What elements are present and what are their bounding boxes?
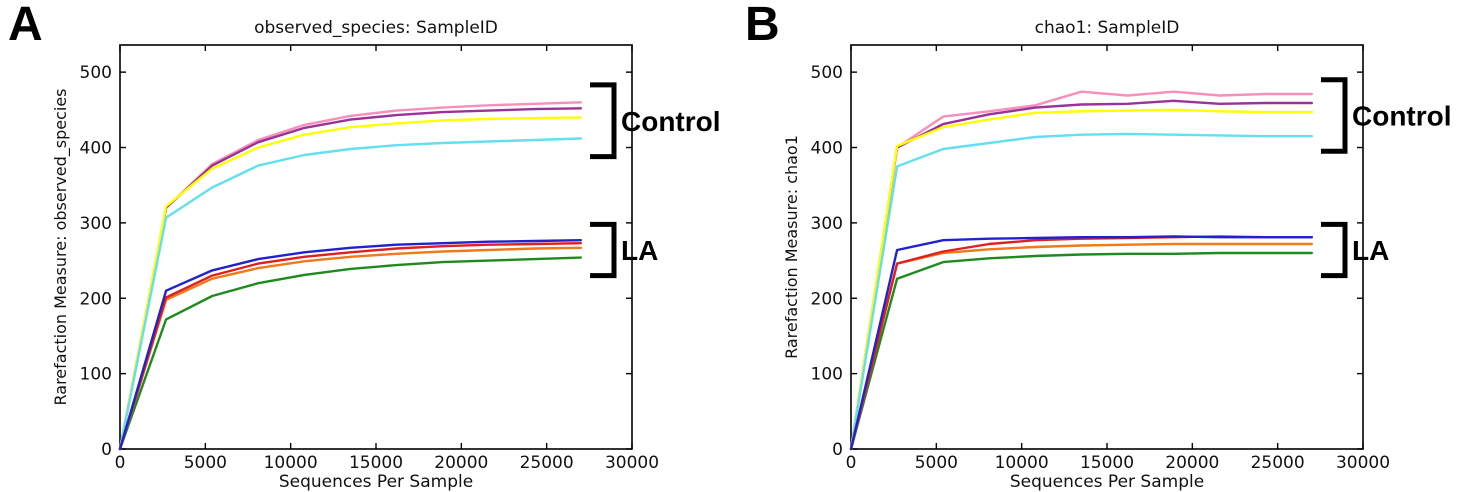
group-bracket-la xyxy=(590,221,617,279)
x-tick-label: 20000 xyxy=(434,453,488,473)
x-tick-label: 15000 xyxy=(349,453,403,473)
series-line-control-cyan xyxy=(849,132,1313,451)
panel-letter-b: B xyxy=(745,0,780,51)
group-label-control: Control xyxy=(1352,101,1452,132)
series-line-control-purple xyxy=(118,107,582,451)
x-tick-label: 0 xyxy=(115,453,126,473)
x-tick-label: 5000 xyxy=(184,453,227,473)
series-line-control-cyan xyxy=(118,137,582,451)
group-bracket-control xyxy=(590,82,617,160)
y-axis-label: Rarefaction Measure: observed_species xyxy=(51,88,71,405)
y-tick-label: 0 xyxy=(832,440,843,460)
x-tick-label: 20000 xyxy=(1165,453,1219,473)
series-line-la-green xyxy=(118,256,582,451)
plot-title: chao1: SampleID xyxy=(1035,18,1180,38)
y-tick-label: 400 xyxy=(80,139,112,159)
series-line-la-red xyxy=(118,241,582,451)
x-tick-label: 30000 xyxy=(1336,453,1390,473)
y-tick-label: 0 xyxy=(101,440,112,460)
x-tick-label: 0 xyxy=(846,453,857,473)
group-bracket-la xyxy=(1321,221,1348,279)
x-tick-label: 10000 xyxy=(264,453,318,473)
y-tick-label: 100 xyxy=(80,365,112,385)
y-tick-label: 400 xyxy=(811,139,843,159)
x-tick-label: 30000 xyxy=(605,453,659,473)
group-label-la: LA xyxy=(621,235,658,266)
y-tick-label: 500 xyxy=(811,63,843,83)
series-line-la-green xyxy=(849,251,1313,451)
y-tick-label: 300 xyxy=(80,214,112,234)
panel-b: B 0 5000 10000 15000 20000 25000 30000 0 100 200 3… xyxy=(731,0,1462,492)
series-line-control-yellow xyxy=(849,108,1313,451)
group-label-la: LA xyxy=(1352,235,1389,266)
plot-frame xyxy=(850,44,1364,450)
y-tick-label: 300 xyxy=(811,214,843,234)
x-tick-label: 25000 xyxy=(1251,453,1305,473)
panel-letter-a: A xyxy=(8,0,43,51)
series-line-la-orange xyxy=(849,242,1313,451)
y-tick-label: 200 xyxy=(80,289,112,309)
x-tick-label: 10000 xyxy=(995,453,1049,473)
panel-a: A 0 5000 10000 15000 20000 25000 30000 0 100 200 3… xyxy=(0,0,731,492)
y-axis-label: Rarefaction Measure: chao1 xyxy=(782,135,801,359)
y-tick-label: 200 xyxy=(811,289,843,309)
rarefaction-plot-observed-species: 0 5000 10000 15000 20000 25000 30000 0 100 200 300… xyxy=(51,18,721,492)
group-label-control: Control xyxy=(621,106,721,137)
group-bracket-control xyxy=(1321,77,1348,154)
series-line-la-blue xyxy=(118,238,582,451)
series-line-la-blue xyxy=(849,235,1313,451)
y-tick-label: 500 xyxy=(80,63,112,83)
series-line-control-pink xyxy=(849,90,1313,451)
series-line-control-purple xyxy=(849,99,1313,451)
x-axis-label: Sequences Per Sample xyxy=(1010,472,1204,492)
y-tick-label: 100 xyxy=(811,365,843,385)
series-line-la-orange xyxy=(118,246,582,451)
x-tick-label: 5000 xyxy=(915,453,958,473)
x-tick-label: 25000 xyxy=(520,453,574,473)
x-axis-label: Sequences Per Sample xyxy=(279,472,473,492)
series-line-control-pink xyxy=(118,101,582,451)
rarefaction-plot-chao1: 0 5000 10000 15000 20000 25000 30000 0 100 200 300… xyxy=(782,18,1452,492)
x-tick-label: 15000 xyxy=(1080,453,1134,473)
series-line-la-red xyxy=(849,235,1313,451)
plot-title: observed_species: SampleID xyxy=(254,18,498,38)
series-line-control-yellow xyxy=(118,116,582,451)
